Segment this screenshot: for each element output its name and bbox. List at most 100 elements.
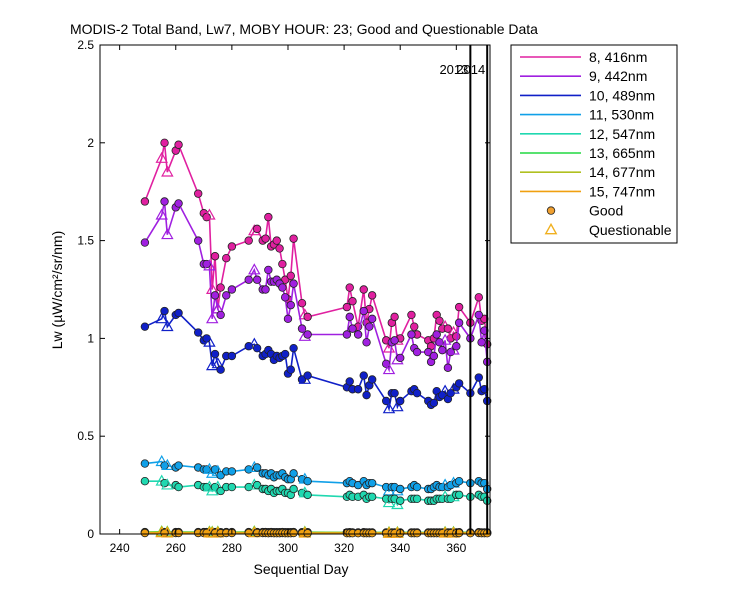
series-4 xyxy=(140,474,492,510)
good-point xyxy=(396,353,405,363)
legend-label: 12, 547nm xyxy=(589,126,655,142)
questionable-point xyxy=(382,402,396,414)
good-point xyxy=(140,238,150,247)
legend-label: 15, 747nm xyxy=(589,183,655,199)
good-point xyxy=(407,310,416,320)
good-point xyxy=(474,293,483,302)
good-point xyxy=(367,375,377,384)
good-point xyxy=(367,529,377,538)
good-point xyxy=(252,224,262,234)
questionable-point xyxy=(161,458,174,470)
good-point xyxy=(289,469,298,478)
good-point xyxy=(345,283,354,292)
good-point xyxy=(396,496,405,505)
good-point xyxy=(140,322,150,331)
good-point xyxy=(194,236,203,245)
good-point xyxy=(194,328,203,337)
good-point xyxy=(227,351,237,361)
y-axis: 0 0.5 1 1.5 2 2.5 xyxy=(77,38,490,541)
good-point xyxy=(140,528,150,538)
good-point xyxy=(412,388,422,398)
legend-label: 10, 489nm xyxy=(589,87,655,103)
good-point xyxy=(244,236,253,245)
good-point xyxy=(210,349,220,359)
questionable-point xyxy=(203,208,216,220)
good-point xyxy=(264,265,273,275)
good-point xyxy=(252,275,262,284)
questionable-point xyxy=(391,400,404,412)
good-point xyxy=(264,212,273,222)
x-tick-label: 360 xyxy=(446,541,466,555)
good-point xyxy=(435,316,444,325)
questionable-point xyxy=(382,362,396,375)
good-point xyxy=(222,291,231,300)
legend-label: 13, 665nm xyxy=(589,145,655,161)
questionable-point xyxy=(161,478,174,490)
good-point xyxy=(174,140,183,149)
good-point xyxy=(348,297,357,306)
good-point xyxy=(174,482,183,492)
legend-label: 14, 677nm xyxy=(589,164,655,180)
x-tick-label: 320 xyxy=(334,541,354,555)
good-point xyxy=(227,285,237,294)
good-point xyxy=(303,476,312,486)
y-axis-label: Lw (µW/cm²/sr/nm) xyxy=(49,231,65,350)
good-point xyxy=(390,312,399,322)
good-point xyxy=(289,234,298,243)
good-point xyxy=(410,322,419,331)
good-point xyxy=(452,332,461,341)
good-point xyxy=(390,388,399,398)
good-point xyxy=(174,528,183,538)
questionable-point xyxy=(161,526,174,538)
good-point xyxy=(252,463,262,472)
good-point xyxy=(443,363,453,372)
year-marker-label: 2014 xyxy=(456,62,485,77)
y-tick-label: 2 xyxy=(87,136,94,150)
x-tick-label: 340 xyxy=(390,541,410,555)
questionable-point xyxy=(248,263,261,275)
good-point xyxy=(160,197,169,206)
good-point xyxy=(412,529,422,538)
good-point xyxy=(345,377,354,386)
questionable-point xyxy=(205,359,219,371)
y-tick-label: 0 xyxy=(87,527,94,541)
good-point xyxy=(286,271,295,281)
legend-box xyxy=(510,44,678,244)
series-2 xyxy=(140,306,492,414)
good-point xyxy=(367,478,377,488)
good-point xyxy=(174,461,183,470)
good-point xyxy=(432,330,441,339)
good-point xyxy=(353,385,363,394)
good-point xyxy=(303,312,312,322)
good-point xyxy=(275,244,284,253)
good-point xyxy=(367,314,377,324)
legend-label: 8, 416nm xyxy=(589,49,647,65)
good-point xyxy=(367,492,377,502)
questionable-point xyxy=(155,151,168,163)
legend-questionable-marker xyxy=(544,222,558,235)
good-point xyxy=(210,252,220,261)
questionable-point xyxy=(203,335,216,347)
questionable-point xyxy=(205,312,219,324)
good-point xyxy=(424,347,433,357)
good-point xyxy=(452,342,461,351)
plot-frame xyxy=(99,44,491,535)
legend-label: Questionable xyxy=(589,222,672,238)
good-point xyxy=(252,343,262,353)
good-point xyxy=(244,275,253,284)
good-point xyxy=(303,371,312,380)
legend-good-marker xyxy=(546,206,556,215)
good-point xyxy=(289,528,298,538)
good-point xyxy=(140,459,150,468)
legend-label: Good xyxy=(589,203,623,219)
good-point xyxy=(280,293,290,302)
good-point xyxy=(353,330,363,339)
questionable-point xyxy=(161,165,174,177)
legend-label: 11, 530nm xyxy=(589,107,654,123)
y-tick-label: 1.5 xyxy=(77,234,94,248)
good-point xyxy=(194,189,203,198)
good-point xyxy=(297,298,307,308)
good-point xyxy=(303,330,312,339)
good-point xyxy=(210,291,220,300)
good-point xyxy=(454,490,464,500)
